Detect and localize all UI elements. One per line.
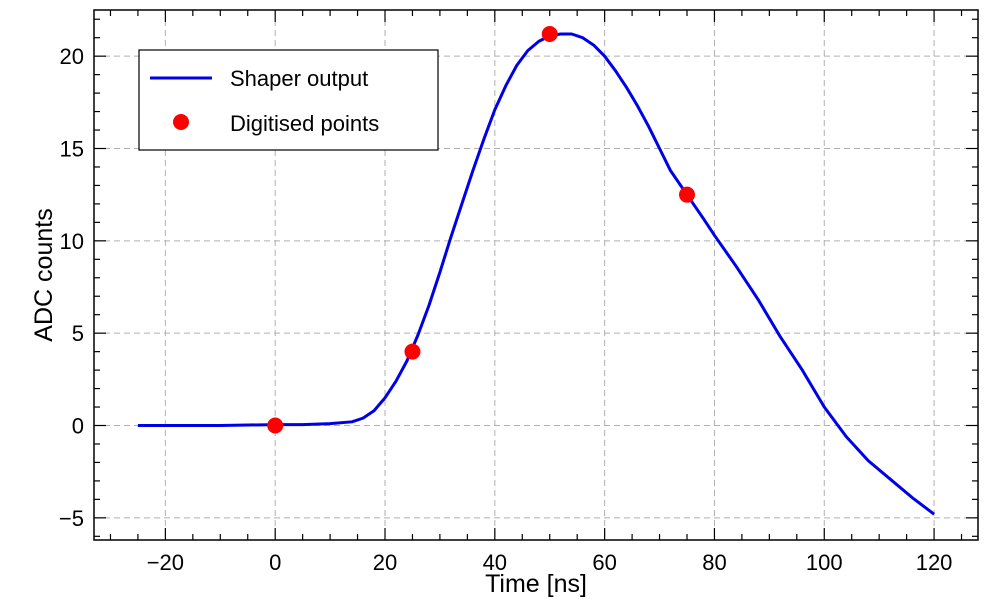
x-tick-label: 100: [806, 550, 843, 575]
x-tick-label: 20: [373, 550, 397, 575]
x-axis-title: Time [ns]: [485, 570, 587, 598]
x-tick-label: 120: [916, 550, 953, 575]
tick-labels: −20 0 20 40 60 80 100 120 −5 0 5 10 15 20: [59, 44, 953, 575]
digitised-point: [267, 417, 284, 434]
x-tick-label: 60: [592, 550, 616, 575]
x-tick-label: 40: [483, 550, 507, 575]
y-tick-label: −5: [59, 506, 84, 531]
legend: Shaper output Digitised points: [138, 49, 439, 151]
series-layer: [137, 26, 935, 516]
digitised-point: [404, 343, 421, 360]
legend-label-shaper-output: Shaper output: [230, 66, 368, 91]
legend-label-digitised-points: Digitised points: [230, 111, 379, 136]
digitised-point: [678, 186, 695, 203]
y-axis-title: ADC counts: [30, 208, 58, 341]
y-tick-label: 20: [60, 44, 84, 69]
y-tick-label: 5: [72, 321, 84, 346]
x-tick-label: 80: [702, 550, 726, 575]
plot-frame: [93, 9, 979, 541]
y-tick-label: 10: [60, 229, 84, 254]
y-tick-label: 15: [60, 137, 84, 162]
grid: [94, 10, 978, 540]
axis-ticks: [94, 10, 978, 540]
x-tick-label: −20: [147, 550, 184, 575]
legend-box: [138, 49, 439, 151]
x-tick-label: 0: [269, 550, 281, 575]
digitised-point: [541, 26, 558, 43]
y-tick-label: 0: [72, 414, 84, 439]
legend-point-swatch: [173, 114, 189, 130]
